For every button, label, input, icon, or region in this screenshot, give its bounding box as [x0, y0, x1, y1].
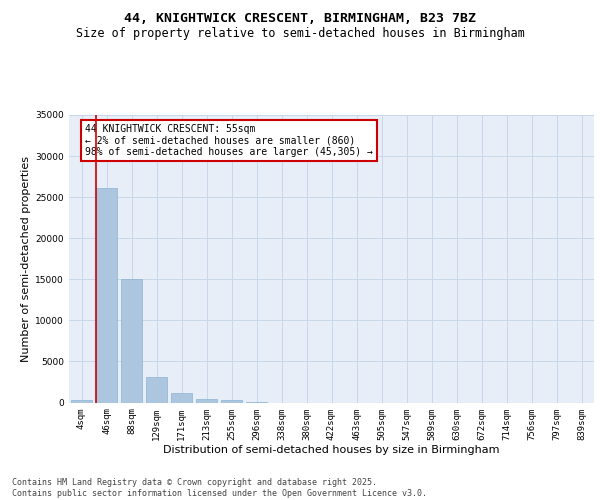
Text: Size of property relative to semi-detached houses in Birmingham: Size of property relative to semi-detach… [76, 28, 524, 40]
Y-axis label: Number of semi-detached properties: Number of semi-detached properties [21, 156, 31, 362]
Bar [121, 280, 142, 402]
Bar [221, 400, 242, 402]
Text: Contains HM Land Registry data © Crown copyright and database right 2025.
Contai: Contains HM Land Registry data © Crown c… [12, 478, 427, 498]
Text: 44, KNIGHTWICK CRESCENT, BIRMINGHAM, B23 7BZ: 44, KNIGHTWICK CRESCENT, BIRMINGHAM, B23… [124, 12, 476, 26]
X-axis label: Distribution of semi-detached houses by size in Birmingham: Distribution of semi-detached houses by … [163, 445, 500, 455]
Bar [96, 188, 117, 402]
Bar [146, 377, 167, 402]
Bar [196, 399, 217, 402]
Text: 44 KNIGHTWICK CRESCENT: 55sqm
← 2% of semi-detached houses are smaller (860)
98%: 44 KNIGHTWICK CRESCENT: 55sqm ← 2% of se… [85, 124, 373, 157]
Bar [171, 392, 192, 402]
Bar [71, 400, 92, 402]
